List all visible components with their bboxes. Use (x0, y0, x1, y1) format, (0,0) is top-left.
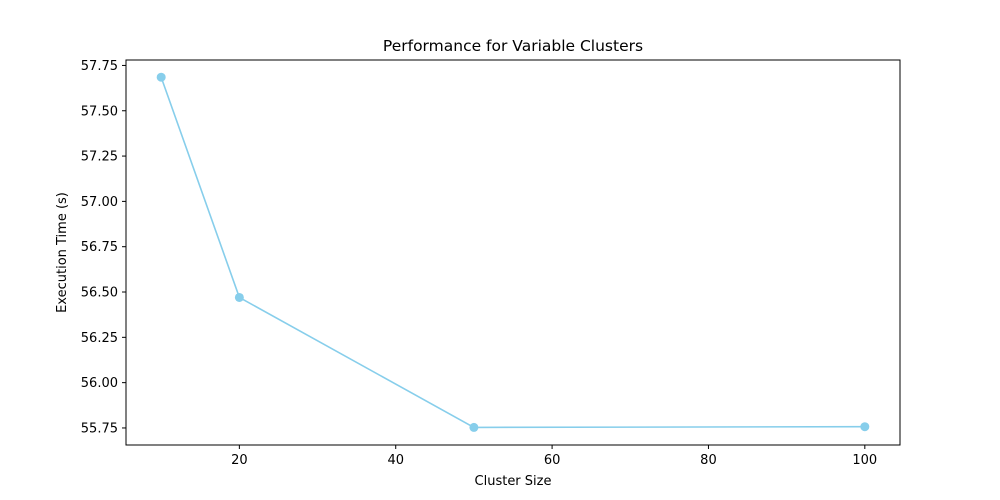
data-point (156, 72, 166, 82)
y-tick-label: 56.50 (81, 286, 118, 301)
y-tick-label: 57.00 (81, 195, 118, 210)
x-tick-label: 100 (852, 453, 877, 468)
y-tick-label: 56.75 (81, 240, 118, 255)
x-tick-label: 80 (700, 453, 717, 468)
y-tick-label: 57.75 (81, 59, 118, 74)
data-point (469, 422, 479, 432)
x-tick-label: 60 (544, 453, 561, 468)
y-tick-label: 56.25 (81, 331, 118, 346)
x-axis: 20 40 60 80 100 (231, 445, 877, 468)
plot-layer (156, 72, 870, 432)
y-tick-label: 55.75 (81, 421, 118, 436)
plot-frame (125, 59, 901, 446)
y-tick-label: 57.25 (81, 150, 118, 165)
x-tick-label: 40 (387, 453, 404, 468)
data-point (234, 292, 244, 302)
y-tick-label: 57.50 (81, 104, 118, 119)
y-tick-label: 56.00 (81, 376, 118, 391)
series-line (160, 76, 865, 429)
chart-title: Performance for Variable Clusters (383, 37, 643, 55)
y-axis-label: Execution Time (s) (55, 192, 70, 313)
x-axis-label: Cluster Size (475, 474, 552, 489)
data-point (860, 422, 870, 432)
y-axis: 55.75 56.00 56.25 56.50 56.75 57.00 57.25 57.50… (81, 59, 126, 436)
x-tick-label: 20 (231, 453, 248, 468)
